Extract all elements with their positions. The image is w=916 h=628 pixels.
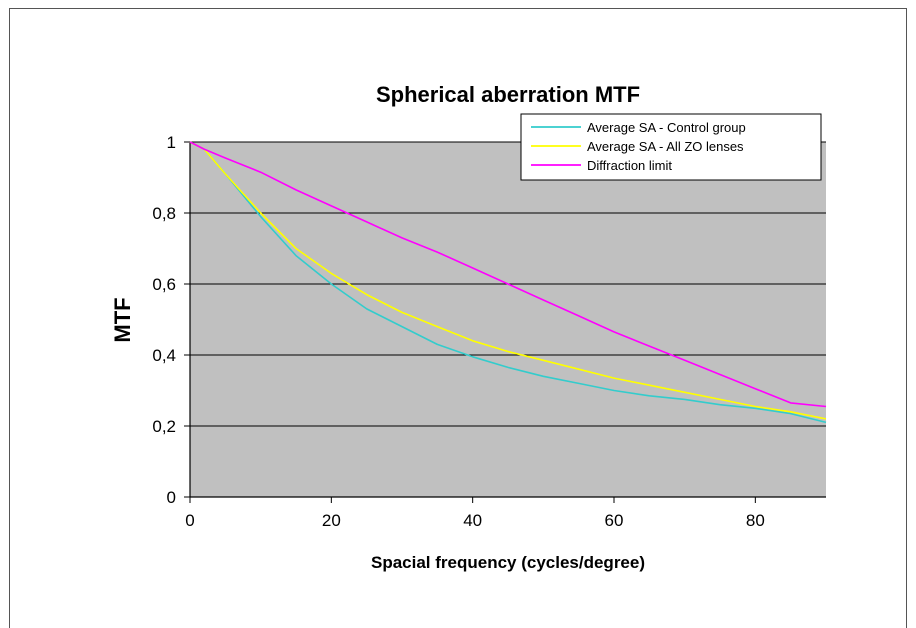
y-tick-label-3: 0,6 [152,275,176,294]
x-tick-label-3: 60 [605,511,624,530]
x-tick-label-0: 0 [185,511,194,530]
y-tick-label-0: 0 [167,488,176,507]
chart-title: Spherical aberration MTF [376,82,640,107]
series-layer [189,141,827,424]
x-axis-ticks: 0 20 40 60 80 [185,497,765,530]
y-axis-title: MTF [110,297,135,342]
plot-area [190,142,826,497]
axes [189,142,826,498]
y-tick-label-2: 0,4 [152,346,176,365]
legend-box [520,113,822,181]
y-tick-label-1: 0,2 [152,417,176,436]
legend-label-2: Diffraction limit [587,158,672,173]
legend: Average SA - Control group Average SA - A… [520,113,822,181]
legend-label-1: Average SA - All ZO lenses [587,139,744,154]
series-line-0 [189,141,827,424]
x-axis-title: Spacial frequency (cycles/degree) [371,553,645,572]
series-line-2 [189,141,827,408]
series-line-1 [189,141,827,420]
x-tick-label-2: 40 [463,511,482,530]
y-tick-label-4: 0,8 [152,204,176,223]
y-tick-label-5: 1 [167,133,176,152]
y-axis-ticks: 0 0,2 0,4 0,6 0,8 1 [152,133,190,507]
x-tick-label-4: 80 [746,511,765,530]
x-tick-label-1: 20 [322,511,341,530]
legend-label-0: Average SA - Control group [587,120,746,135]
